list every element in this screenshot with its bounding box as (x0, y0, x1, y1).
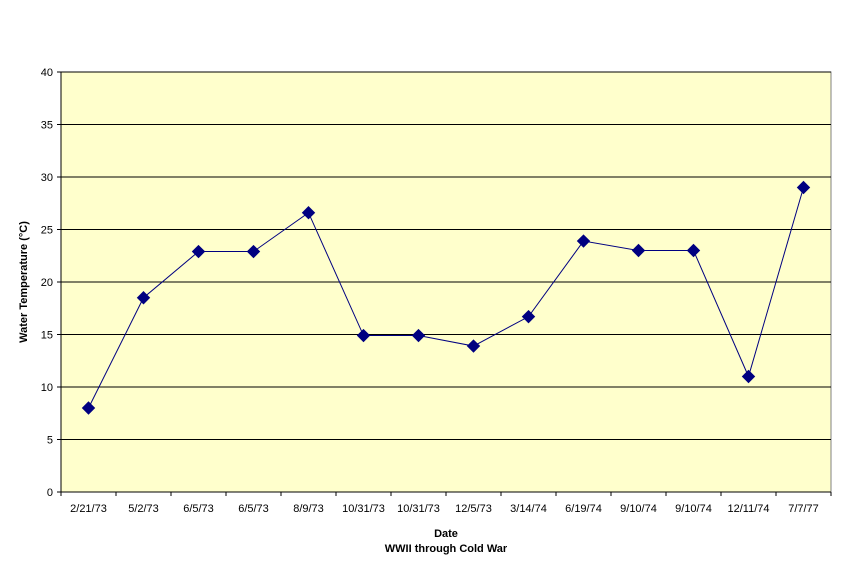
data-point (246, 244, 261, 259)
series-group (81, 180, 811, 415)
data-point (81, 401, 96, 415)
y-tick-label: 35 (41, 120, 53, 132)
x-tick-label: 9/10/74 (675, 503, 712, 515)
y-axis-title: Water Temperature (°C) (18, 221, 30, 343)
y-tick-label: 15 (41, 330, 53, 342)
data-point (741, 369, 756, 384)
data-point (136, 291, 151, 305)
y-tick-label: 25 (41, 225, 53, 237)
x-tick-label: 8/9/73 (293, 503, 324, 515)
x-tick-label: 10/31/73 (342, 503, 385, 515)
x-tick-label: 6/19/74 (565, 503, 602, 515)
data-point (411, 328, 426, 343)
data-point (631, 243, 646, 258)
data-point (356, 328, 371, 343)
data-point (191, 244, 206, 259)
y-tick-label: 10 (41, 382, 53, 394)
x-tick-label: 5/2/73 (128, 503, 159, 515)
x-tick-label: 2/21/73 (70, 503, 107, 515)
series-line (88, 187, 804, 409)
gridlines (61, 71, 831, 440)
data-point (796, 180, 811, 195)
x-tick-label: 12/11/74 (727, 503, 769, 515)
x-tick-label: 3/14/74 (510, 503, 547, 515)
data-point (576, 234, 591, 248)
y-tick-label: 5 (47, 435, 53, 447)
data-point (686, 243, 701, 258)
y-tick-label: 30 (41, 172, 53, 184)
x-axis-subtitle: WWII through Cold War (385, 543, 508, 555)
y-tick-label: 0 (47, 487, 53, 499)
x-tick-label: 9/10/74 (620, 503, 657, 515)
x-axis-title: Date (434, 528, 458, 540)
x-tick-label: 6/5/73 (183, 503, 214, 515)
x-tick-label: 7/7/77 (788, 503, 819, 515)
x-tick-label: 12/5/73 (455, 503, 492, 515)
x-tick-label: 6/5/73 (238, 503, 269, 515)
data-point (301, 205, 316, 220)
data-point (521, 309, 536, 324)
y-axis: 0 5 10 15 20 25 30 35 40 (41, 67, 62, 499)
x-tick-label: 10/31/73 (397, 503, 440, 515)
x-axis: 2/21/73 5/2/73 6/5/73 6/5/73 8/9/73 10/31/73 1… (60, 491, 832, 515)
y-tick-label: 40 (41, 67, 53, 79)
y-tick-label: 20 (41, 277, 53, 289)
data-point (466, 339, 481, 353)
